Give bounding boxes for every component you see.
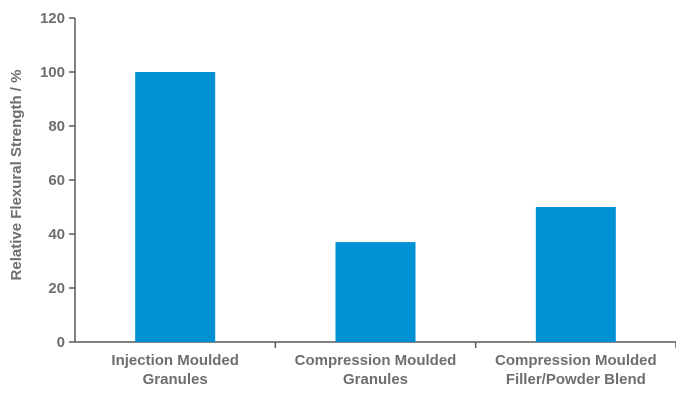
y-axis-ticks: 0 20 40 60 80 100 120 bbox=[40, 10, 676, 351]
x-category-label-line: Injection Moulded bbox=[111, 352, 239, 369]
bar bbox=[335, 242, 416, 342]
y-tick-label: 60 bbox=[48, 172, 65, 189]
x-category-label-line: Granules bbox=[143, 371, 208, 388]
y-tick-label: 120 bbox=[40, 10, 65, 27]
x-category-label: Compression Moulded Granules bbox=[295, 352, 457, 388]
bars bbox=[135, 72, 616, 342]
y-tick-label: 40 bbox=[48, 226, 65, 243]
x-category-label-line: Granules bbox=[343, 371, 408, 388]
bar bbox=[535, 207, 616, 342]
x-category-label: Injection Moulded Granules bbox=[111, 352, 239, 388]
y-tick-label: 80 bbox=[48, 118, 65, 135]
x-category-label: Compression Moulded Filler/Powder Blend bbox=[495, 352, 657, 388]
y-tick-label: 100 bbox=[40, 64, 65, 81]
y-axis-title: Relative Flexural Strength / % bbox=[8, 70, 25, 281]
x-category-label-line: Compression Moulded bbox=[295, 352, 457, 369]
bar bbox=[135, 72, 216, 342]
x-category-label-line: Filler/Powder Blend bbox=[506, 371, 646, 388]
x-category-label-line: Compression Moulded bbox=[495, 352, 657, 369]
y-tick-label: 20 bbox=[48, 280, 65, 297]
y-tick-label: 0 bbox=[57, 334, 65, 351]
